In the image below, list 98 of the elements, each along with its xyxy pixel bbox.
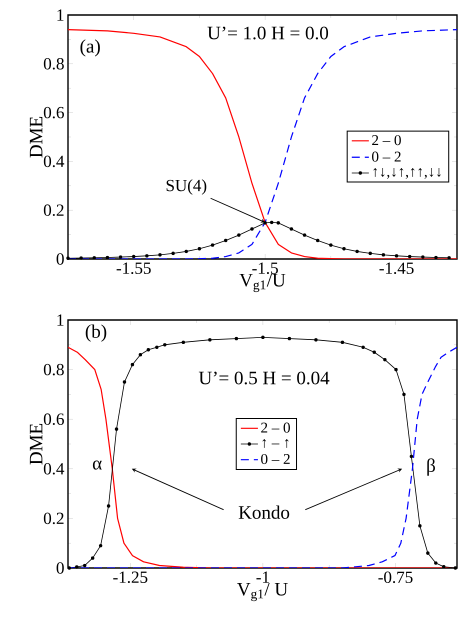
point [210, 243, 214, 247]
point [372, 350, 376, 354]
x-tick-label: -0.75 [378, 572, 413, 584]
point [434, 561, 438, 565]
y-axis-title: DME [30, 424, 42, 465]
x-tick-label: -1 [256, 572, 269, 583]
y-tick-label: 0.6 [44, 106, 64, 118]
point [394, 254, 398, 258]
point [158, 253, 162, 257]
legend-label: 0 – 2 [372, 152, 401, 162]
y-tick-label: 0.4 [44, 463, 64, 475]
point [290, 227, 294, 231]
annotation: U’= 0.5 H = 0.04 [198, 372, 330, 384]
legend-label: ↑↓,↓↑,↑↑,↓↓ [373, 168, 441, 179]
point [263, 221, 267, 225]
point [329, 243, 333, 247]
point [138, 353, 142, 356]
point [171, 252, 175, 256]
annotation: (a) [80, 39, 100, 57]
point [302, 233, 306, 237]
point [234, 336, 238, 340]
point [394, 368, 398, 372]
point [447, 256, 451, 260]
point [98, 544, 102, 548]
annotation: U’= 1.0 H = 0.0 [207, 26, 328, 40]
point [314, 338, 318, 342]
point [316, 238, 320, 242]
point [198, 247, 202, 250]
point [382, 253, 386, 257]
y-tick-label: 0.2 [44, 204, 64, 216]
x-tick-label: -1.45 [379, 262, 414, 274]
point [288, 336, 292, 340]
point [442, 565, 446, 568]
y-tick-label: 1 [57, 9, 64, 21]
point [106, 256, 110, 260]
point [130, 362, 134, 366]
y-tick-label: 0.8 [44, 58, 64, 70]
point [208, 338, 212, 342]
point [410, 454, 414, 458]
point [79, 256, 83, 260]
point [418, 524, 422, 528]
point [122, 380, 126, 384]
point [163, 343, 166, 346]
point [261, 336, 265, 340]
annotation: SU(4) [166, 179, 206, 195]
point [383, 358, 387, 362]
y-tick-label: 0 [56, 253, 64, 265]
point [90, 556, 94, 560]
y-axis-title: DME [30, 116, 42, 158]
point [146, 348, 150, 352]
point [68, 566, 72, 570]
point [402, 392, 406, 396]
point [118, 255, 122, 259]
x-tick-label: -1.55 [116, 262, 151, 274]
x-tick-label: -1.5 [252, 262, 278, 274]
y-tick-label: 0.4 [44, 156, 64, 168]
point [426, 551, 430, 555]
x-axis-title: V$_{g1}$/ U [237, 582, 288, 602]
annotation: Kondo [238, 506, 290, 519]
point [132, 254, 136, 258]
point [276, 221, 280, 225]
point [155, 346, 159, 349]
legend-label: 2 – 0 [261, 422, 290, 433]
x-tick-label: -1.25 [113, 572, 148, 584]
point [237, 233, 241, 237]
point [368, 252, 372, 256]
point [106, 504, 110, 508]
point [250, 227, 254, 231]
annotation: β [427, 458, 435, 476]
y-tick-label: 0.8 [44, 364, 64, 376]
legend-label: 0 – 2 [261, 454, 290, 464]
point [224, 238, 228, 242]
point [270, 220, 274, 224]
point [114, 427, 118, 431]
point [83, 564, 86, 568]
point [421, 255, 425, 259]
point [145, 254, 149, 258]
point [355, 250, 359, 254]
annotation: α [92, 460, 102, 470]
point [361, 346, 365, 349]
point [342, 247, 346, 250]
annotation: (b) [86, 324, 106, 342]
point [92, 256, 96, 260]
point [182, 340, 186, 344]
point [184, 250, 188, 254]
y-tick-label: 1 [57, 314, 64, 326]
y-tick-label: 0.6 [44, 413, 64, 425]
point [340, 340, 344, 344]
point [454, 566, 458, 570]
x-axis-title: V$_{g1}$/U [239, 274, 286, 292]
point [75, 565, 78, 569]
point [408, 254, 412, 258]
legend-label: 2 – 0 [372, 135, 401, 146]
y-tick-label: 0.2 [44, 512, 64, 524]
legend-label: ↑ – ↑ [262, 439, 289, 448]
point [66, 256, 70, 260]
point [434, 256, 438, 260]
y-tick-label: 0 [56, 562, 64, 574]
